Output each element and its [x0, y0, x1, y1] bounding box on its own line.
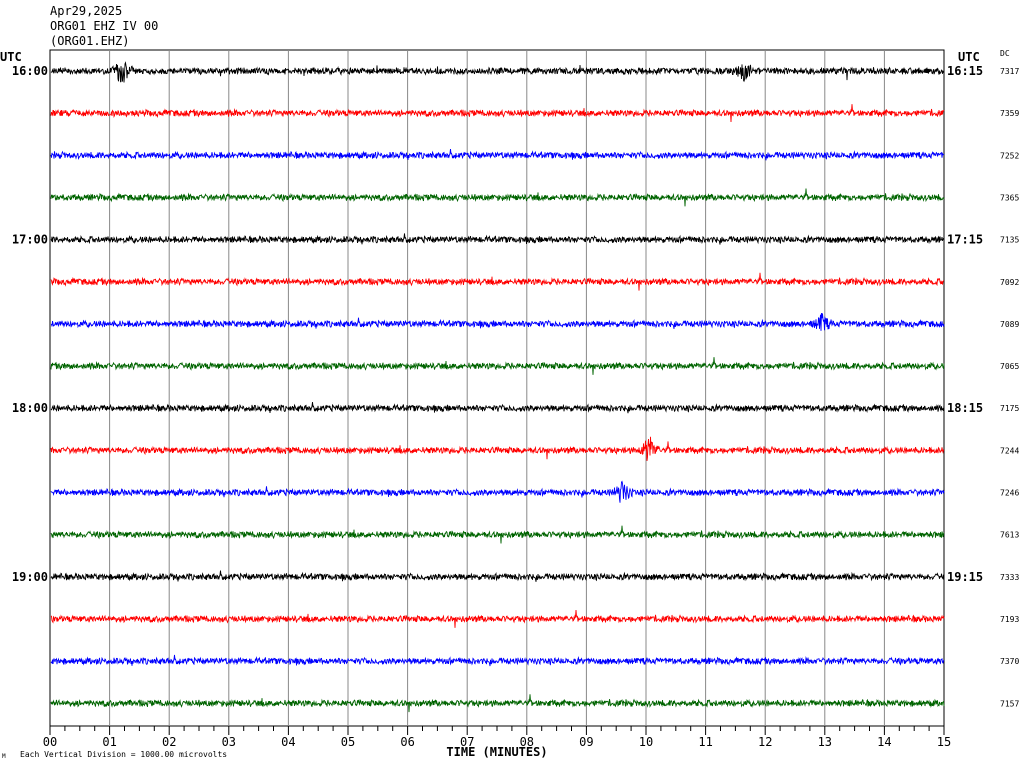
right-time-label-18:15: 18:15	[947, 401, 983, 415]
x-tick-label-06: 06	[400, 735, 414, 749]
trace-row-15	[50, 694, 945, 713]
left-time-label-19:00: 19:00	[12, 570, 48, 584]
trace-layer	[50, 61, 945, 713]
dc-value-row-2: 7252	[1000, 151, 1019, 160]
trace-row-14	[50, 654, 945, 667]
trace-row-6	[51, 312, 945, 331]
trace-row-9	[50, 436, 945, 461]
trace-row-5	[50, 272, 945, 291]
dc-value-row-9: 7244	[1000, 446, 1019, 455]
dc-value-row-10: 7246	[1000, 489, 1019, 498]
x-tick-label-10: 10	[639, 735, 653, 749]
grid-lines	[49, 49, 945, 735]
dc-value-row-7: 7065	[1000, 362, 1019, 371]
dc-value-row-5: 7092	[1000, 278, 1019, 287]
dc-value-row-8: 7175	[1000, 404, 1019, 413]
x-tick-label-09: 09	[579, 735, 593, 749]
footer-mark: M	[2, 753, 6, 760]
x-tick-label-01: 01	[102, 735, 116, 749]
trace-row-7	[50, 357, 945, 375]
x-tick-label-03: 03	[222, 735, 236, 749]
dc-value-row-15: 7157	[1000, 699, 1019, 708]
dc-value-row-13: 7193	[1000, 615, 1019, 624]
dc-value-row-4: 7135	[1000, 236, 1019, 245]
right-utc-label: UTC	[958, 50, 980, 64]
trace-row-1	[50, 104, 945, 123]
x-tick-label-00: 00	[43, 735, 57, 749]
right-time-label-17:15: 17:15	[947, 233, 983, 247]
dc-value-row-11: 7613	[1000, 531, 1019, 540]
x-tick-label-13: 13	[818, 735, 832, 749]
dc-value-row-6: 7089	[1000, 320, 1019, 329]
x-tick-label-07: 07	[460, 735, 474, 749]
trace-row-11	[50, 525, 945, 544]
trace-row-2	[50, 149, 945, 161]
left-time-label-18:00: 18:00	[12, 401, 48, 415]
header-channel: (ORG01.EHZ)	[50, 34, 130, 48]
dc-value-row-1: 7359	[1000, 109, 1019, 118]
right-time-label-16:15: 16:15	[947, 64, 983, 78]
x-tick-label-02: 02	[162, 735, 176, 749]
trace-row-13	[50, 609, 945, 628]
header-station: ORG01 EHZ IV 00	[50, 19, 159, 33]
right-time-label-19:15: 19:15	[947, 570, 983, 584]
dc-value-row-12: 7333	[1000, 573, 1019, 582]
x-tick-label-14: 14	[877, 735, 891, 749]
trace-row-3	[50, 188, 945, 207]
x-axis-label: TIME (MINUTES)	[446, 745, 547, 759]
x-tick-label-11: 11	[698, 735, 712, 749]
trace-row-4	[50, 233, 945, 245]
trace-row-0	[50, 61, 945, 83]
x-tick-label-08: 08	[520, 735, 534, 749]
plot-frame	[49, 49, 945, 727]
trace-row-12	[50, 570, 945, 582]
header-date: Apr29,2025	[50, 4, 123, 18]
trace-row-8	[50, 401, 945, 414]
left-time-label-16:00: 16:00	[12, 64, 48, 78]
left-time-label-17:00: 17:00	[12, 233, 48, 247]
dc-value-row-3: 7365	[1000, 193, 1019, 202]
dc-label: DC	[1000, 49, 1010, 58]
trace-row-10	[50, 480, 945, 503]
dc-value-row-0: 7317	[1000, 67, 1019, 76]
x-tick-label-04: 04	[281, 735, 295, 749]
dc-value-row-14: 7370	[1000, 657, 1019, 666]
label-layer: 00 01 02 03 04 05 06 07 08 09 10 11 12 13 14 15 TIME (MI…	[12, 64, 1020, 759]
x-tick-label-05: 05	[341, 735, 355, 749]
left-utc-label: UTC	[0, 50, 22, 64]
footer-scale-note: Each Vertical Division = 1000.00 microvo…	[20, 750, 228, 759]
x-tick-label-12: 12	[758, 735, 772, 749]
x-tick-label-15: 15	[937, 735, 951, 749]
